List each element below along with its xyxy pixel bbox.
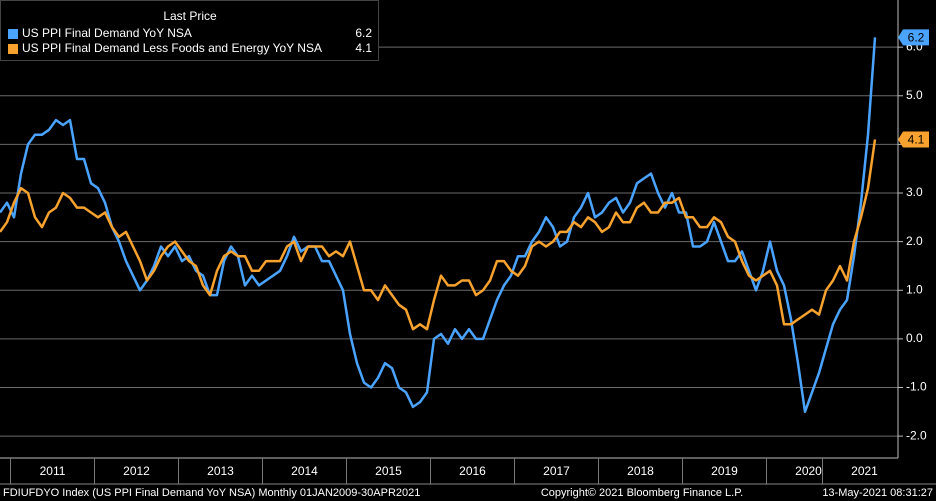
- x-tick-label: 2013: [207, 464, 234, 478]
- x-tick-label: 2018: [627, 464, 654, 478]
- y-tick-label: 3.0: [906, 185, 923, 199]
- y-tick-label: -2.0: [906, 428, 927, 442]
- series-line: [0, 139, 877, 331]
- grid: [0, 46, 898, 437]
- footer-right: 13-May-2021 08:31:27: [822, 487, 933, 499]
- y-tick-label: 1.0: [906, 282, 923, 296]
- x-tick-label: 2015: [375, 464, 402, 478]
- legend-box: [0, 0, 379, 61]
- last-value-tag: [898, 131, 929, 148]
- y-tick-label: 5.0: [906, 88, 923, 102]
- x-tick-label: 2014: [291, 464, 318, 478]
- last-value-tag: [898, 29, 929, 46]
- last-value-label: 4.1: [908, 133, 925, 147]
- legend-header: Last Price: [163, 9, 217, 23]
- x-tick-label: 2019: [711, 464, 738, 478]
- x-tick-label: 2017: [543, 464, 570, 478]
- legend-label: US PPI Final Demand YoY NSA: [22, 26, 192, 40]
- footer-left: FDIUFDYO Index (US PPI Final Demand YoY …: [3, 487, 420, 499]
- plot: [0, 37, 877, 414]
- legend-label: US PPI Final Demand Less Foods and Energ…: [22, 41, 322, 55]
- x-tick-label: 2011: [40, 464, 66, 478]
- y-tick-label: 2.0: [906, 234, 923, 248]
- legend-swatch: [8, 44, 18, 54]
- legend-value: 6.2: [355, 26, 372, 40]
- last-value-label: 6.2: [908, 31, 925, 45]
- x-tick-label: 2016: [459, 464, 486, 478]
- legend: Last Price US PPI Final Demand YoY NSA 6.…: [0, 0, 379, 61]
- x-tick-label: 2021: [851, 464, 878, 478]
- y-tick-label: -1.0: [906, 380, 927, 394]
- footer-center: Copyright© 2021 Bloomberg Finance L.P.: [541, 487, 743, 499]
- x-tick-label: 2020: [795, 464, 822, 478]
- legend-value: 4.1: [355, 41, 372, 55]
- x-tick-label: 2012: [123, 464, 150, 478]
- legend-swatch: [8, 29, 18, 39]
- series-line: [0, 37, 877, 414]
- y-tick-label: 0.0: [906, 331, 923, 345]
